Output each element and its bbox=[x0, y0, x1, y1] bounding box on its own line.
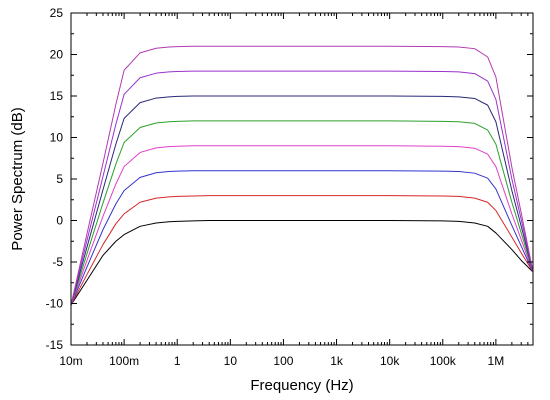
y-tick-label: -15 bbox=[46, 338, 64, 352]
y-tick-label: 15 bbox=[50, 89, 64, 103]
x-tick-label: 10k bbox=[380, 354, 400, 368]
y-tick-label: -10 bbox=[46, 297, 64, 311]
series-line-7 bbox=[70, 70, 534, 306]
x-axis-title: Frequency (Hz) bbox=[250, 377, 353, 394]
series-line-5 bbox=[70, 120, 534, 306]
x-tick-label: 100k bbox=[430, 354, 457, 368]
series-line-8 bbox=[70, 45, 534, 306]
y-axis-ticks: -15 -10 -5 0 5 10 15 20 25 bbox=[46, 6, 533, 352]
plot-lines bbox=[70, 45, 534, 306]
y-tick-label: 10 bbox=[50, 131, 64, 145]
plot-frame bbox=[70, 12, 534, 346]
x-tick-label: 100 bbox=[273, 354, 293, 368]
series-line-2 bbox=[70, 195, 534, 306]
y-tick-label: 20 bbox=[50, 48, 64, 62]
x-tick-label: 1k bbox=[330, 354, 344, 368]
series-line-3 bbox=[70, 170, 534, 306]
y-tick-label: -5 bbox=[52, 255, 63, 269]
x-axis-ticks: 10m 100m 1 10 100 1k 10k 100k 1M bbox=[59, 13, 529, 368]
y-tick-label: 5 bbox=[56, 172, 63, 186]
series-line-4 bbox=[70, 145, 534, 306]
x-tick-label: 1 bbox=[174, 354, 181, 368]
y-tick-label: 0 bbox=[56, 214, 63, 228]
y-axis-title: Power Spectrum (dB) bbox=[9, 107, 26, 250]
series-line-1 bbox=[70, 220, 534, 306]
x-tick-label: 10m bbox=[59, 354, 82, 368]
x-tick-label: 1M bbox=[488, 354, 505, 368]
y-tick-label: 25 bbox=[50, 6, 64, 20]
series-line-6 bbox=[70, 95, 534, 306]
x-tick-label: 10 bbox=[224, 354, 238, 368]
x-tick-label: 100m bbox=[109, 354, 139, 368]
